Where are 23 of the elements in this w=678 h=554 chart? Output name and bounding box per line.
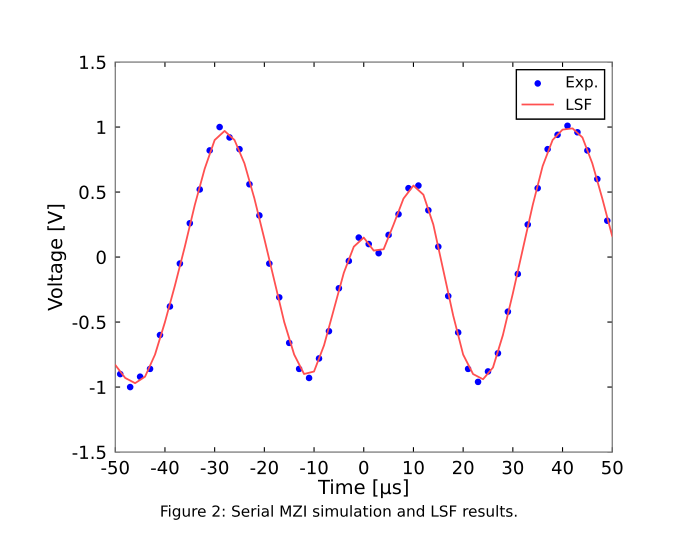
x-axis-title: Time [µs] (318, 479, 408, 498)
legend-label: Exp. (566, 76, 597, 91)
y-tick-label: 0 (96, 250, 106, 264)
legend-label: LSF (566, 98, 592, 110)
y-tick-label: -1 (90, 380, 106, 394)
y-axis-title: Voltage [V] (47, 204, 66, 311)
x-tick-label: -20 (250, 460, 278, 474)
x-tick-label: -10 (300, 460, 328, 474)
y-tick-label: -1.5 (72, 446, 106, 460)
x-tick-label: -50 (101, 460, 129, 474)
caption: Figure 2: Serial MZI simulation and LSF results. (161, 505, 517, 520)
y-tick-label: 0.5 (79, 186, 106, 200)
y-tick-label: -0.5 (72, 316, 106, 330)
x-tick-label: -30 (200, 460, 228, 474)
y-tick-label: 1 (97, 120, 106, 134)
x-tick-label: -40 (151, 460, 179, 474)
x-tick-label: 40 (552, 460, 573, 474)
x-tick-label: 50 (602, 460, 623, 474)
y-tick-label: 1.5 (80, 56, 106, 70)
x-tick-label: 0 (359, 460, 368, 474)
x-tick-label: 10 (404, 460, 424, 474)
x-tick-label: 30 (502, 460, 524, 474)
x-tick-label: 20 (452, 460, 474, 474)
